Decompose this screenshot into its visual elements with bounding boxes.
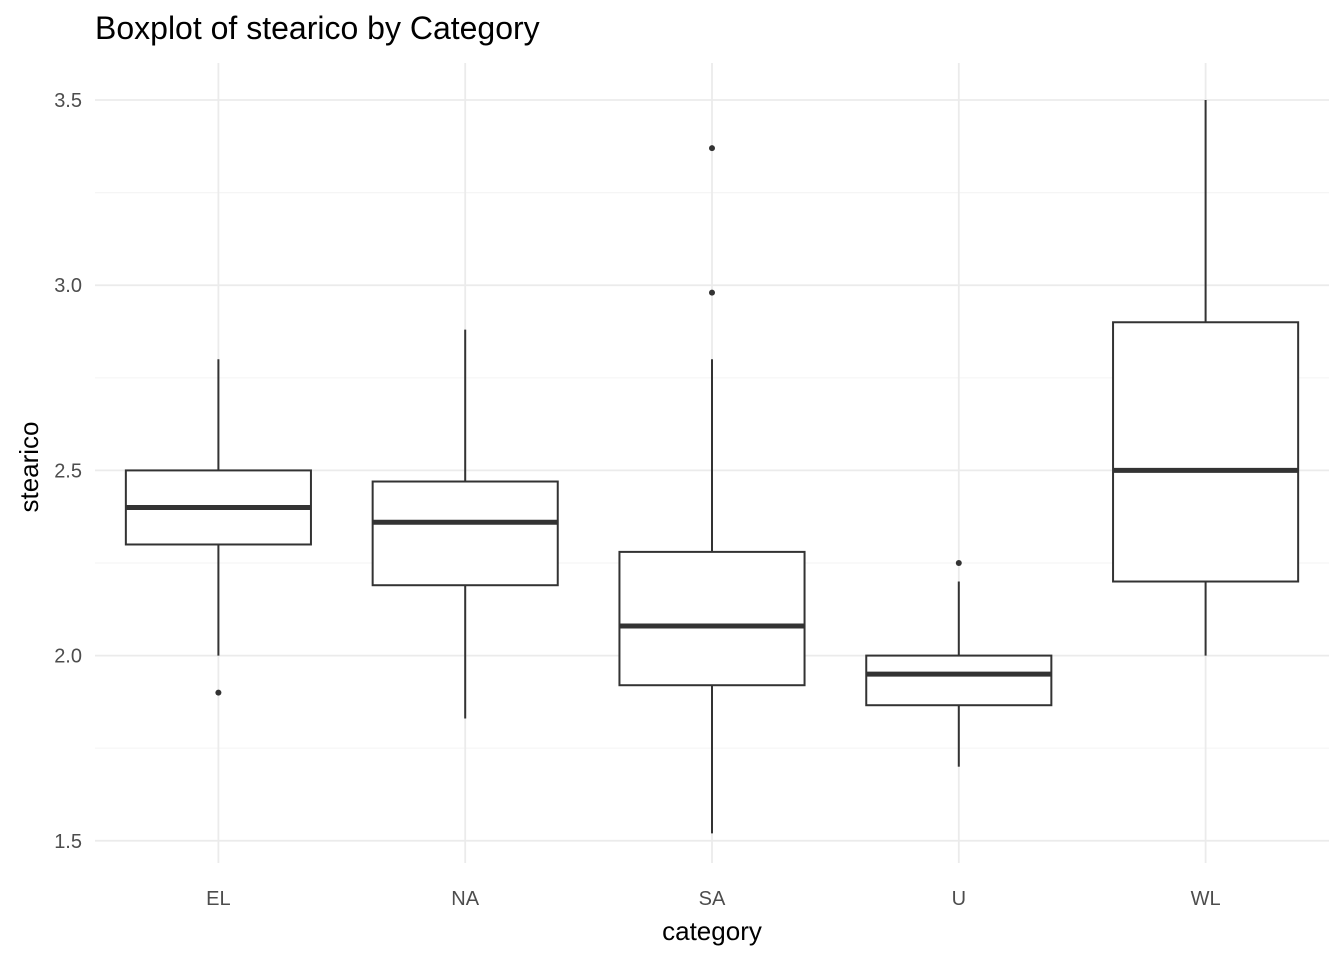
iqr-box <box>371 480 559 587</box>
y-tick-label: 3.5 <box>54 90 82 112</box>
outlier-point <box>709 145 715 152</box>
iqr-box <box>865 654 1053 707</box>
box-na <box>371 329 559 719</box>
y-tick-label: 1.5 <box>54 831 82 853</box>
outlier-point <box>215 689 222 696</box>
x-axis-title: category <box>662 916 762 946</box>
x-tick-label: WL <box>1191 888 1221 910</box>
iqr-box <box>1112 321 1300 583</box>
y-tick-label: 3.0 <box>54 275 82 297</box>
y-axis-title: stearico <box>14 421 44 512</box>
iqr-box <box>618 550 806 687</box>
boxes <box>124 100 1300 834</box>
y-tick-labels: 1.5 2.0 2.5 3.0 3.5 <box>54 90 82 853</box>
chart-title: Boxplot of stearico by Category <box>95 10 540 46</box>
outlier-point <box>709 289 715 296</box>
outlier-point <box>955 560 962 566</box>
x-tick-label: SA <box>699 888 726 910</box>
x-tick-labels: EL NA SA U WL <box>206 888 1220 910</box>
y-tick-label: 2.0 <box>54 646 82 668</box>
box-u <box>865 560 1053 767</box>
x-tick-label: NA <box>451 888 479 910</box>
x-tick-label: EL <box>206 888 230 910</box>
x-tick-label: U <box>952 888 966 910</box>
box-el <box>124 359 312 696</box>
y-tick-label: 2.5 <box>54 460 82 482</box>
box-wl <box>1112 100 1300 656</box>
box-sa <box>618 145 806 834</box>
